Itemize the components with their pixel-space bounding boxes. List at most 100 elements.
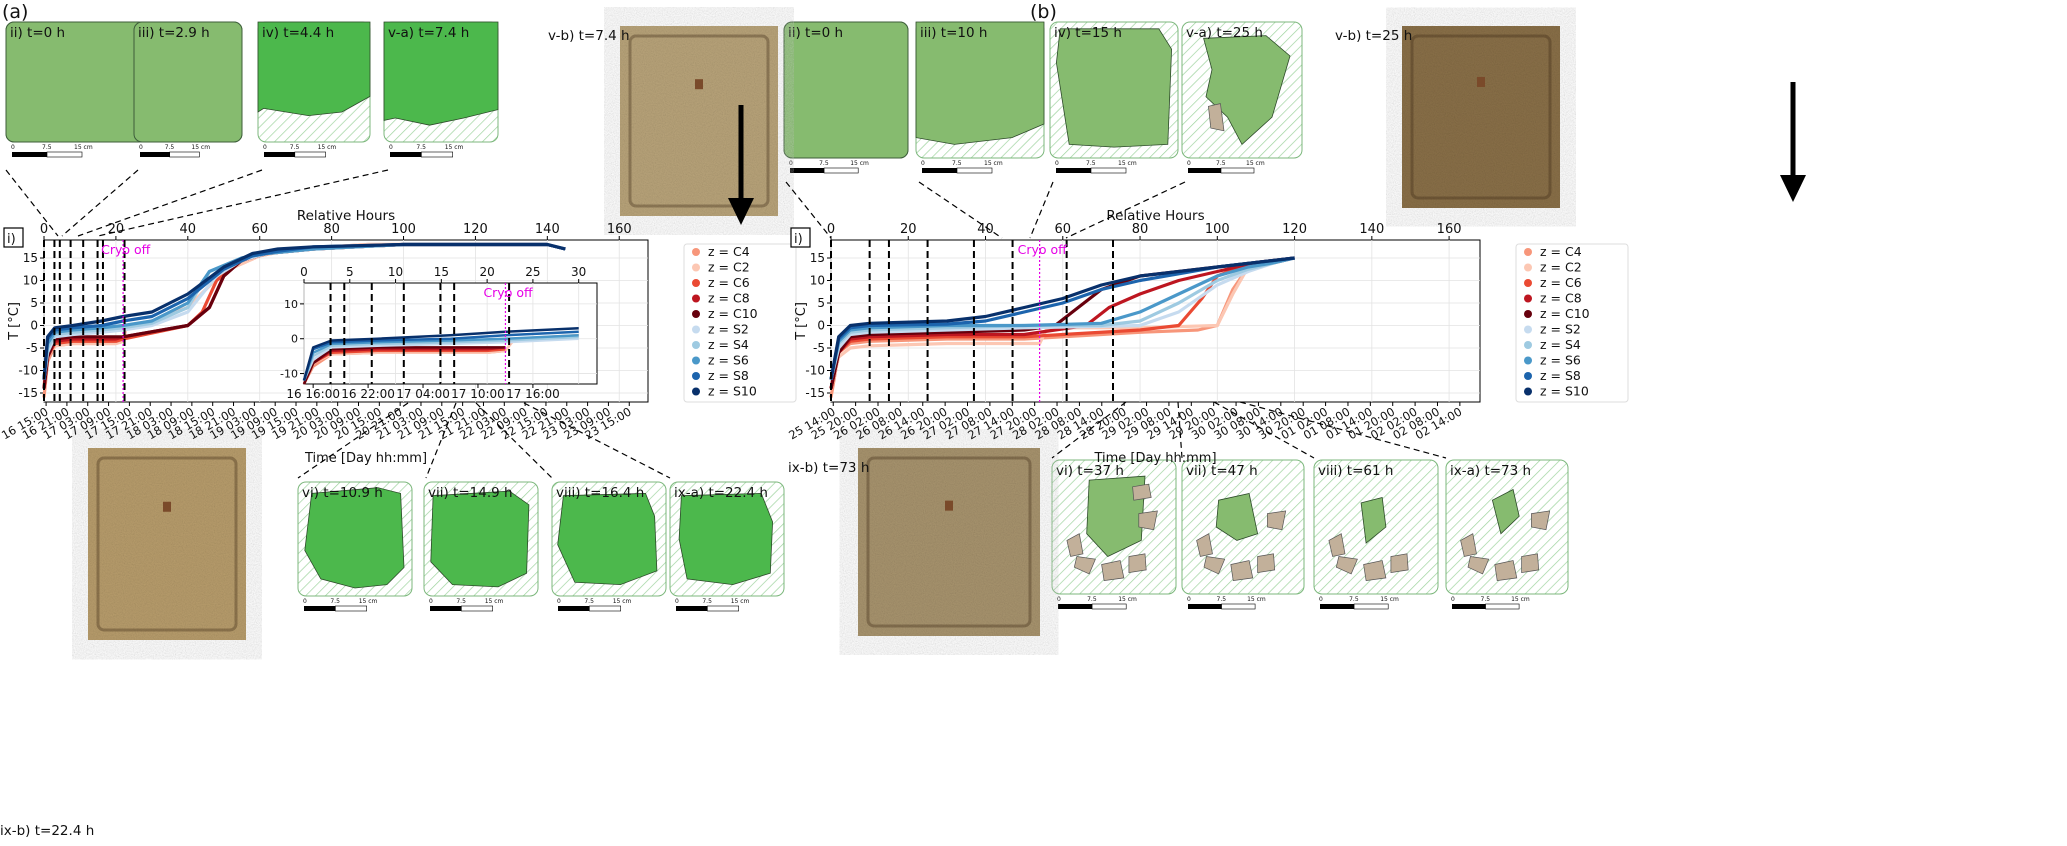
wet-region [1360, 496, 1387, 544]
legend-marker [1524, 356, 1532, 365]
specimen-thumbnail: ix-a) t=22.4 h 0 7.5 15 cm [669, 481, 785, 612]
y-tick-label: -15 [805, 386, 825, 400]
legend-marker [692, 263, 700, 272]
scale-bar-tick-label: 0 [139, 144, 143, 151]
top-tick-label: 40 [180, 222, 197, 237]
thumbnail-time-label: iii) t=10 h [920, 25, 987, 41]
debris-fragment [1531, 510, 1551, 531]
debris-fragment [1390, 553, 1409, 574]
photo-image [620, 26, 778, 216]
thumbnail-time-label: vii) t=47 h [1186, 463, 1258, 479]
top-tick-label: 120 [463, 222, 488, 237]
scale-bar-tick-label: 0 [303, 598, 307, 605]
scale-bar-tick-label: 7.5 [165, 144, 175, 151]
top-tick-label: 140 [1359, 222, 1384, 237]
specimen-thumbnail: vi) t=10.9 h 0 7.5 15 cm [297, 481, 413, 612]
scale-bar-white [1221, 603, 1256, 610]
legend-entry: z = C10 [708, 306, 758, 321]
top-tick-label: 60 [1055, 222, 1072, 237]
scale-bar-white [823, 167, 859, 174]
scale-bar-white [1090, 167, 1127, 174]
sensor-icon [695, 79, 703, 90]
series-line [42, 242, 566, 380]
y-axis-title: T [°C] [7, 302, 22, 341]
legend-marker [1524, 387, 1532, 396]
wet-region [257, 21, 371, 117]
top-tick-label: 20 [900, 222, 917, 237]
scale-bar-tick-label: 7.5 [456, 598, 466, 605]
legend-entry: z = C8 [1540, 291, 1582, 306]
scale-bar-white [335, 605, 368, 612]
thumbnail-time-label: ii) t=0 h [788, 25, 843, 41]
specimen-thumbnail: iii) t=10 h 0 7.5 15 cm [915, 21, 1045, 174]
scale-bar-black [140, 152, 170, 157]
debris-fragment [1132, 483, 1152, 501]
legend-entry: z = S6 [1540, 353, 1581, 368]
legend-box [1515, 243, 1629, 403]
scale-bar-tick-label: 0 [1319, 596, 1323, 603]
date-tick-label: 17 04:00 [396, 387, 450, 401]
top-tick-label: 40 [977, 222, 994, 237]
scale-bar-tick-label: 7.5 [1086, 160, 1096, 167]
debris-fragment [1073, 556, 1096, 575]
scale-bar-white [956, 167, 993, 174]
date-tick-label: 16 16:00 [286, 387, 340, 401]
y-tick-label: 5 [817, 296, 825, 310]
wet-region [383, 21, 499, 126]
cryo-off-label: Cryo off [483, 285, 533, 300]
top-tick-label: 80 [1132, 222, 1149, 237]
scale-bar-black [430, 606, 462, 611]
specimen-photo [858, 448, 1040, 636]
legend-entry: z = S10 [708, 384, 757, 399]
photo-plate-edge [628, 34, 770, 208]
y-tick-label: 15 [810, 251, 825, 265]
y-tick-label: -10 [18, 364, 38, 378]
legend-entry: z = C6 [1540, 275, 1582, 290]
series-line [829, 256, 1295, 380]
y-tick-label: 0 [291, 333, 298, 346]
y-tick-label: -5 [26, 341, 38, 355]
wet-region [557, 492, 658, 586]
specimen-thumbnail: ii) t=0 h 0 7.5 15 cm [783, 21, 909, 174]
debris-fragment [1328, 533, 1346, 557]
photo-plate-edge [96, 456, 238, 632]
wet-region [304, 487, 405, 589]
wet-region [1215, 493, 1259, 541]
sensor-icon [1477, 76, 1485, 87]
top-tick-label: 0 [40, 222, 48, 237]
wet-region [1203, 35, 1291, 146]
leader-line [785, 181, 832, 239]
specimen-thumbnail: viii) t=61 h 0 7.5 15 cm [1313, 459, 1439, 610]
scale-bar-white [1485, 603, 1520, 610]
top-tick-label: 0 [827, 222, 835, 237]
scale-bar-black [1452, 604, 1486, 609]
legend-marker [692, 294, 700, 303]
legend-entry: z = C2 [1540, 260, 1582, 275]
legend-entry: z = S2 [1540, 322, 1581, 337]
legend-marker [692, 387, 700, 396]
panel-label-b: (b) [1030, 1, 1057, 23]
debris-fragment [1467, 556, 1490, 575]
scale-bar-black [1058, 604, 1093, 609]
debris-fragment [1203, 556, 1226, 575]
scale-bar-tick-label: 7.5 [1349, 596, 1359, 603]
scale-bar-tick-label: 7.5 [1087, 596, 1097, 603]
top-tick-label: 120 [1282, 222, 1307, 237]
wet-region [1086, 475, 1146, 557]
scale-bar-tick-label: 15 cm [318, 144, 337, 151]
y-tick-label: 10 [284, 298, 298, 311]
photo-plate-edge [866, 456, 1032, 628]
leader-line [1065, 181, 1186, 239]
legend-entry: z = C4 [708, 244, 750, 259]
cryo-off-label: Cryo off [1018, 242, 1068, 257]
debris-fragment [1208, 103, 1225, 132]
legend-marker [692, 372, 700, 380]
top-tick-label: 80 [323, 222, 340, 237]
photo-time-label: ix-b) t=73 h [788, 460, 869, 476]
wet-region [133, 21, 243, 143]
legend-marker [1524, 325, 1532, 334]
y-tick-label: 5 [30, 296, 38, 310]
legend-entry: z = S4 [708, 337, 749, 352]
scale-bar-tick-label: 0 [1055, 160, 1059, 167]
